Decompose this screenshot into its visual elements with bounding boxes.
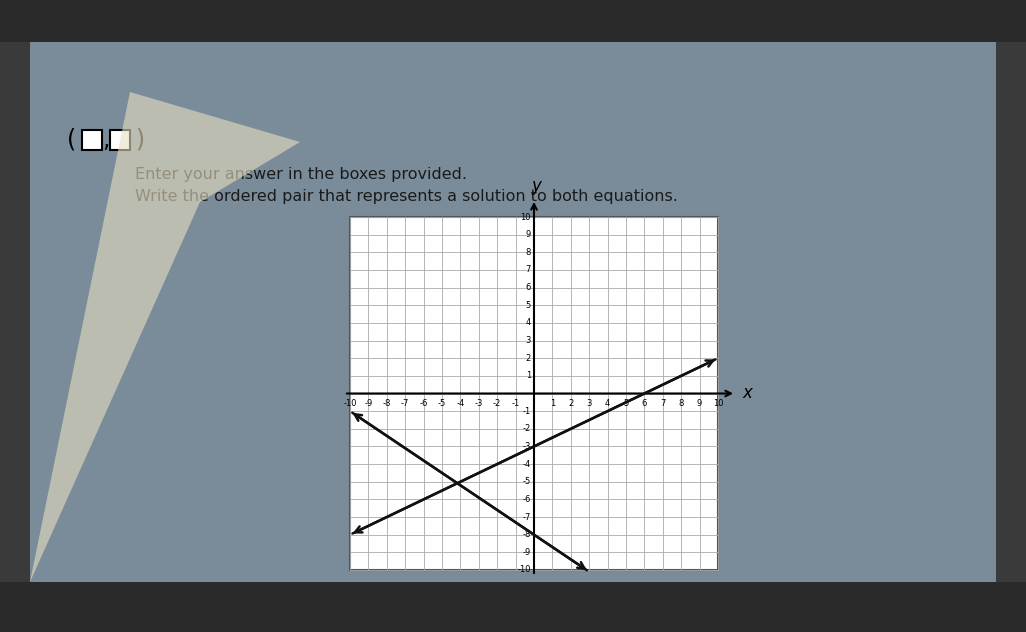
Text: -5: -5 (438, 399, 446, 408)
Text: y: y (531, 177, 541, 195)
Text: -10: -10 (344, 399, 357, 408)
Text: 8: 8 (525, 248, 531, 257)
Text: -5: -5 (523, 477, 531, 486)
Text: -8: -8 (383, 399, 391, 408)
Text: -7: -7 (522, 513, 531, 521)
Text: -6: -6 (420, 399, 428, 408)
Text: -4: -4 (457, 399, 465, 408)
Text: -9: -9 (364, 399, 372, 408)
Text: 6: 6 (525, 283, 531, 292)
Bar (82, 130, 102, 150)
Text: 6: 6 (641, 399, 647, 408)
Polygon shape (30, 92, 300, 582)
Text: -4: -4 (523, 459, 531, 468)
Bar (350, 217, 718, 570)
Text: 2: 2 (568, 399, 574, 408)
Bar (996, 42, 1026, 582)
Text: -8: -8 (522, 530, 531, 539)
Text: 10: 10 (713, 399, 723, 408)
Bar (110, 130, 130, 150)
Text: 4: 4 (525, 319, 531, 327)
Text: 1: 1 (550, 399, 555, 408)
Text: -6: -6 (522, 495, 531, 504)
Text: 2: 2 (525, 354, 531, 363)
Text: (: ( (67, 128, 76, 152)
Text: ,: , (103, 128, 110, 152)
Text: -10: -10 (517, 566, 531, 574)
Text: 4: 4 (605, 399, 610, 408)
Text: 5: 5 (525, 301, 531, 310)
Text: -9: -9 (523, 548, 531, 557)
Text: 10: 10 (520, 212, 531, 221)
Text: -2: -2 (494, 399, 502, 408)
Bar (0, 582, 1026, 632)
Text: Enter your answer in the boxes provided.: Enter your answer in the boxes provided. (135, 167, 467, 182)
Bar (0, 42, 30, 582)
Text: ): ) (135, 128, 144, 152)
Text: Write the ordered pair that represents a solution to both equations.: Write the ordered pair that represents a… (135, 189, 678, 204)
Text: 9: 9 (697, 399, 702, 408)
Text: 8: 8 (678, 399, 684, 408)
Text: 3: 3 (587, 399, 592, 408)
Text: 9: 9 (525, 230, 531, 239)
Text: 3: 3 (525, 336, 531, 345)
Text: -1: -1 (512, 399, 520, 408)
Text: x: x (742, 384, 752, 401)
Text: 7: 7 (525, 265, 531, 274)
Text: -7: -7 (401, 399, 409, 408)
Text: 5: 5 (624, 399, 629, 408)
Bar (0, 0, 1026, 42)
Text: -1: -1 (523, 406, 531, 416)
Text: The two lines graphed on the coordinate grid represent a system of equations.: The two lines graphed on the coordinate … (183, 22, 838, 40)
Text: 1: 1 (525, 372, 531, 380)
Text: -3: -3 (522, 442, 531, 451)
Text: -2: -2 (523, 424, 531, 434)
Text: -3: -3 (475, 399, 483, 408)
Text: 7: 7 (660, 399, 666, 408)
